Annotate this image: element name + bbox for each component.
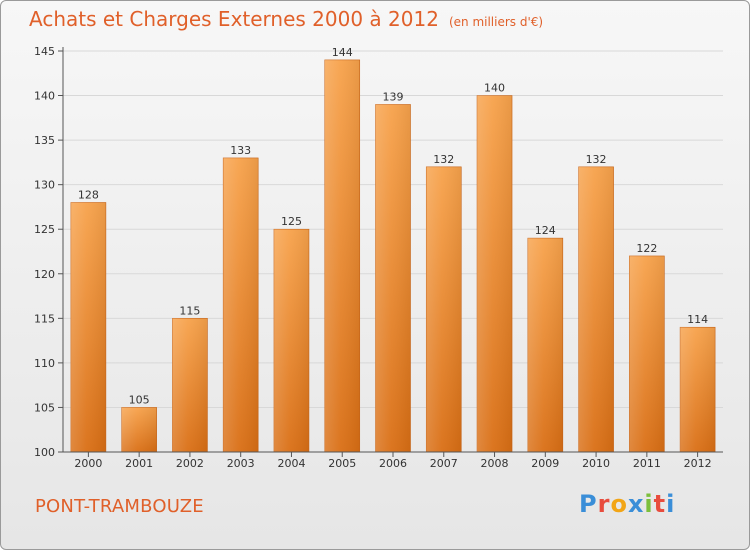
bar-value-label: 105 bbox=[129, 393, 150, 406]
bar-value-label: 124 bbox=[535, 224, 556, 237]
x-tick-label: 2011 bbox=[633, 457, 661, 470]
x-tick-label: 2010 bbox=[582, 457, 610, 470]
logo-letter: x bbox=[627, 490, 645, 518]
x-tick-label: 2008 bbox=[481, 457, 509, 470]
x-tick-label: 2004 bbox=[277, 457, 305, 470]
y-tick-label: 130 bbox=[34, 179, 55, 192]
labels: 100 105 110 115 120 125 130 135 140 145 128 2000 105… bbox=[34, 45, 712, 470]
bar-shine bbox=[324, 59, 360, 453]
bar-shine bbox=[375, 104, 411, 452]
bar-shine bbox=[680, 327, 716, 452]
x-tick-label: 2006 bbox=[379, 457, 407, 470]
axes bbox=[58, 47, 723, 457]
bar-value-label: 133 bbox=[230, 144, 251, 157]
x-tick-label: 2003 bbox=[227, 457, 255, 470]
y-tick-label: 110 bbox=[34, 357, 55, 370]
y-tick-label: 135 bbox=[34, 134, 55, 147]
bar-value-label: 128 bbox=[78, 188, 99, 201]
bar-shine bbox=[578, 166, 614, 452]
bar-value-label: 115 bbox=[179, 304, 200, 317]
y-tick-label: 145 bbox=[34, 45, 55, 58]
logo-letter: i bbox=[666, 490, 676, 518]
chart-title-text: Achats et Charges Externes 2000 à 2012 bbox=[29, 7, 439, 31]
proxiti-logo: Proxiti bbox=[579, 490, 675, 518]
y-tick-label: 125 bbox=[34, 223, 55, 236]
bar-shine bbox=[70, 202, 106, 452]
bar-value-label: 144 bbox=[332, 46, 353, 59]
bar-shine bbox=[273, 229, 309, 452]
chart-title: Achats et Charges Externes 2000 à 2012 (e… bbox=[29, 7, 543, 31]
bar-value-label: 114 bbox=[687, 313, 708, 326]
bar-shine bbox=[223, 157, 259, 452]
x-tick-label: 2001 bbox=[125, 457, 153, 470]
logo-letter: r bbox=[597, 490, 611, 518]
bar-value-label: 140 bbox=[484, 82, 505, 95]
logo-letter: P bbox=[579, 490, 598, 518]
y-tick-label: 115 bbox=[34, 312, 55, 325]
logo-letter: i bbox=[644, 490, 654, 518]
bar-shine bbox=[121, 407, 157, 452]
chart-unit: (en milliers d'€) bbox=[448, 15, 544, 29]
bar-value-label: 139 bbox=[383, 90, 404, 103]
x-tick-label: 2007 bbox=[430, 457, 458, 470]
x-tick-label: 2000 bbox=[74, 457, 102, 470]
x-tick-label: 2009 bbox=[531, 457, 559, 470]
bar-value-label: 132 bbox=[586, 153, 607, 166]
bar-shine bbox=[527, 238, 563, 452]
y-tick-label: 100 bbox=[34, 446, 55, 459]
logo-letter: o bbox=[610, 490, 628, 518]
x-tick-label: 2012 bbox=[684, 457, 712, 470]
bar-shine bbox=[172, 318, 208, 452]
bar-shine bbox=[426, 166, 462, 452]
x-tick-label: 2005 bbox=[328, 457, 356, 470]
bar-value-label: 125 bbox=[281, 215, 302, 228]
bars bbox=[70, 59, 716, 453]
bar-shine bbox=[629, 255, 665, 452]
bar-shine bbox=[477, 95, 513, 453]
y-tick-label: 140 bbox=[34, 90, 55, 103]
bar-value-label: 122 bbox=[636, 242, 657, 255]
logo-letter: t bbox=[653, 490, 667, 518]
y-tick-label: 105 bbox=[34, 401, 55, 414]
bar-value-label: 132 bbox=[433, 153, 454, 166]
y-tick-label: 120 bbox=[34, 268, 55, 281]
commune-name: PONT-TRAMBOUZE bbox=[35, 496, 204, 517]
x-tick-label: 2002 bbox=[176, 457, 204, 470]
